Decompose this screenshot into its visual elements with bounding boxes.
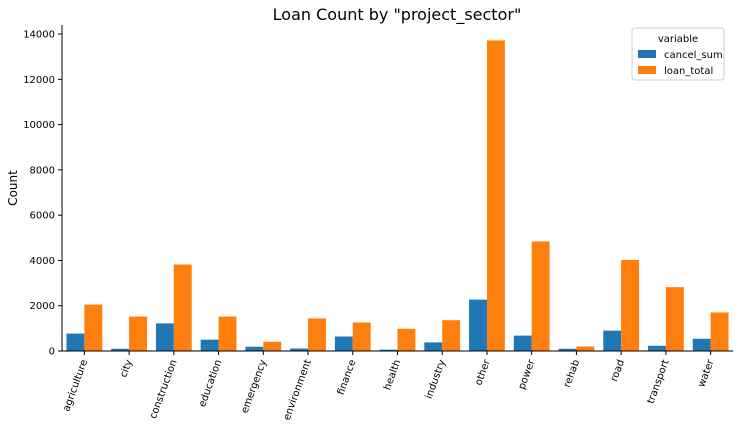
y-tick-label: 8000 xyxy=(30,165,55,176)
y-tick-label: 6000 xyxy=(30,211,55,222)
y-tick-label: 0 xyxy=(49,347,55,358)
bar-cancel_sum-construction xyxy=(155,323,174,351)
x-tick-label-environment: environment xyxy=(282,358,314,422)
y-tick-label: 4000 xyxy=(30,256,55,267)
x-tick-label-power: power xyxy=(517,357,538,391)
x-tick-label-industry: industry xyxy=(424,358,448,400)
x-tick-label-health: health xyxy=(382,358,403,392)
bar-loan_total-road xyxy=(621,259,640,351)
bar-loan_total-agriculture xyxy=(84,304,103,351)
y-tick-label: 12000 xyxy=(23,75,55,86)
legend-label-loan_total: loan_total xyxy=(664,66,713,77)
bar-loan_total-construction xyxy=(173,264,192,351)
bar-cancel_sum-education xyxy=(200,339,219,351)
bar-loan_total-health xyxy=(397,328,416,351)
axes-layer: 0 2000 4000 6000 8000 10000 12000 14000 agricult… xyxy=(23,25,733,422)
x-tick-label-water: water xyxy=(696,357,716,388)
bar-cancel_sum-city xyxy=(111,348,130,351)
bar-loan_total-water xyxy=(710,312,729,351)
legend-label-cancel_sum: cancel_sum xyxy=(664,50,723,61)
bar-cancel_sum-road xyxy=(603,330,622,352)
x-tick-label-rehab: rehab xyxy=(562,358,582,389)
x-tick-label-education: education xyxy=(197,358,224,408)
x-tick-label-road: road xyxy=(609,358,627,383)
bar-loan_total-emergency xyxy=(263,341,282,351)
bar-cancel_sum-finance xyxy=(334,336,353,351)
x-tick-label-transport: transport xyxy=(646,358,672,405)
bar-cancel_sum-rehab xyxy=(558,348,577,351)
bar-loan_total-education xyxy=(218,316,237,351)
x-tick-label-finance: finance xyxy=(336,358,359,396)
x-tick-label-city: city xyxy=(118,358,135,379)
bar-cancel_sum-health xyxy=(379,349,398,351)
x-tick-label-other: other xyxy=(473,357,493,387)
legend-swatch-loan_total xyxy=(638,66,656,74)
legend-swatch-cancel_sum xyxy=(638,50,656,58)
bar-cancel_sum-environment xyxy=(290,348,309,351)
bar-loan_total-city xyxy=(129,316,147,351)
y-tick-label: 14000 xyxy=(23,30,55,41)
bar-loan_total-environment xyxy=(308,318,326,351)
bar-cancel_sum-transport xyxy=(648,345,666,351)
legend-title: variable xyxy=(658,34,698,45)
bar-loan_total-other xyxy=(486,40,505,351)
bars-layer xyxy=(66,40,729,352)
bar-cancel_sum-agriculture xyxy=(66,333,85,351)
bar-cancel_sum-industry xyxy=(424,342,443,351)
x-tick-label-construction: construction xyxy=(148,358,180,420)
bar-cancel_sum-power xyxy=(513,335,532,351)
bar-loan_total-power xyxy=(531,241,550,351)
y-axis-label: Count xyxy=(6,170,20,206)
x-tick-label-agriculture: agriculture xyxy=(61,358,90,413)
bar-loan_total-finance xyxy=(352,322,371,351)
legend: variable cancel_sum loan_total xyxy=(631,27,725,81)
bar-cancel_sum-other xyxy=(469,299,487,351)
legend-items: cancel_sum loan_total xyxy=(638,50,723,77)
bar-loan_total-industry xyxy=(442,320,461,351)
x-tick-label-emergency: emergency xyxy=(240,358,270,415)
chart-title: Loan Count by "project_sector" xyxy=(273,5,522,25)
bar-loan_total-transport xyxy=(665,287,684,351)
y-tick-label: 10000 xyxy=(23,120,55,131)
bar-loan_total-rehab xyxy=(576,346,595,351)
y-tick-label: 2000 xyxy=(30,301,55,312)
bar-cancel_sum-emergency xyxy=(245,346,264,351)
bar-cancel_sum-water xyxy=(692,338,711,351)
